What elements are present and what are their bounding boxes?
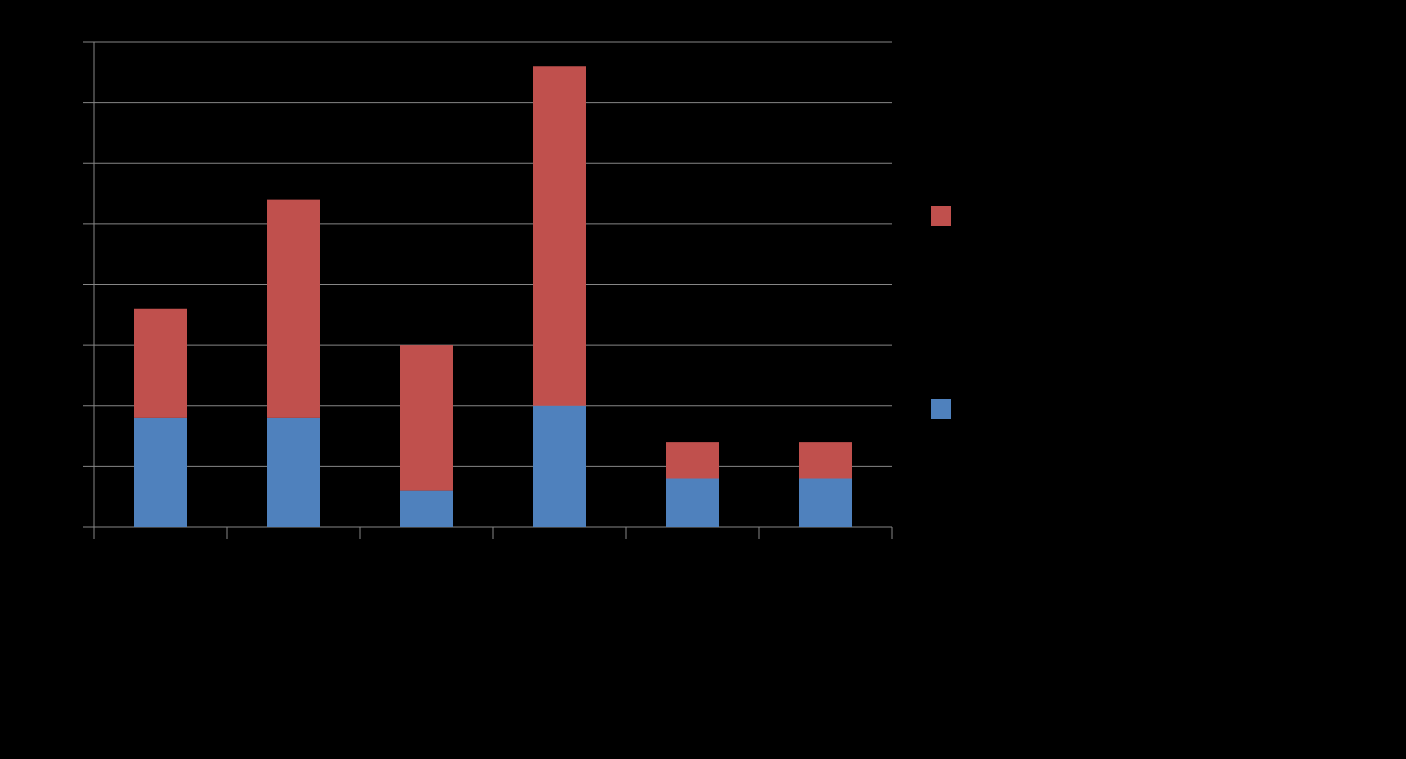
bar-segment	[666, 442, 719, 479]
bar-segment	[533, 405, 586, 527]
bar-segment	[134, 417, 187, 527]
bar-segment	[267, 199, 320, 418]
bar-segment	[400, 490, 453, 527]
bar-segment	[533, 66, 586, 406]
bar-segment	[799, 442, 852, 479]
bar-segment	[400, 345, 453, 491]
legend-swatch	[931, 206, 951, 226]
bar-segment	[666, 478, 719, 527]
bar-segment	[134, 308, 187, 418]
bar-segment	[267, 417, 320, 527]
bar-segment	[799, 478, 852, 527]
legend-swatch	[931, 399, 951, 419]
